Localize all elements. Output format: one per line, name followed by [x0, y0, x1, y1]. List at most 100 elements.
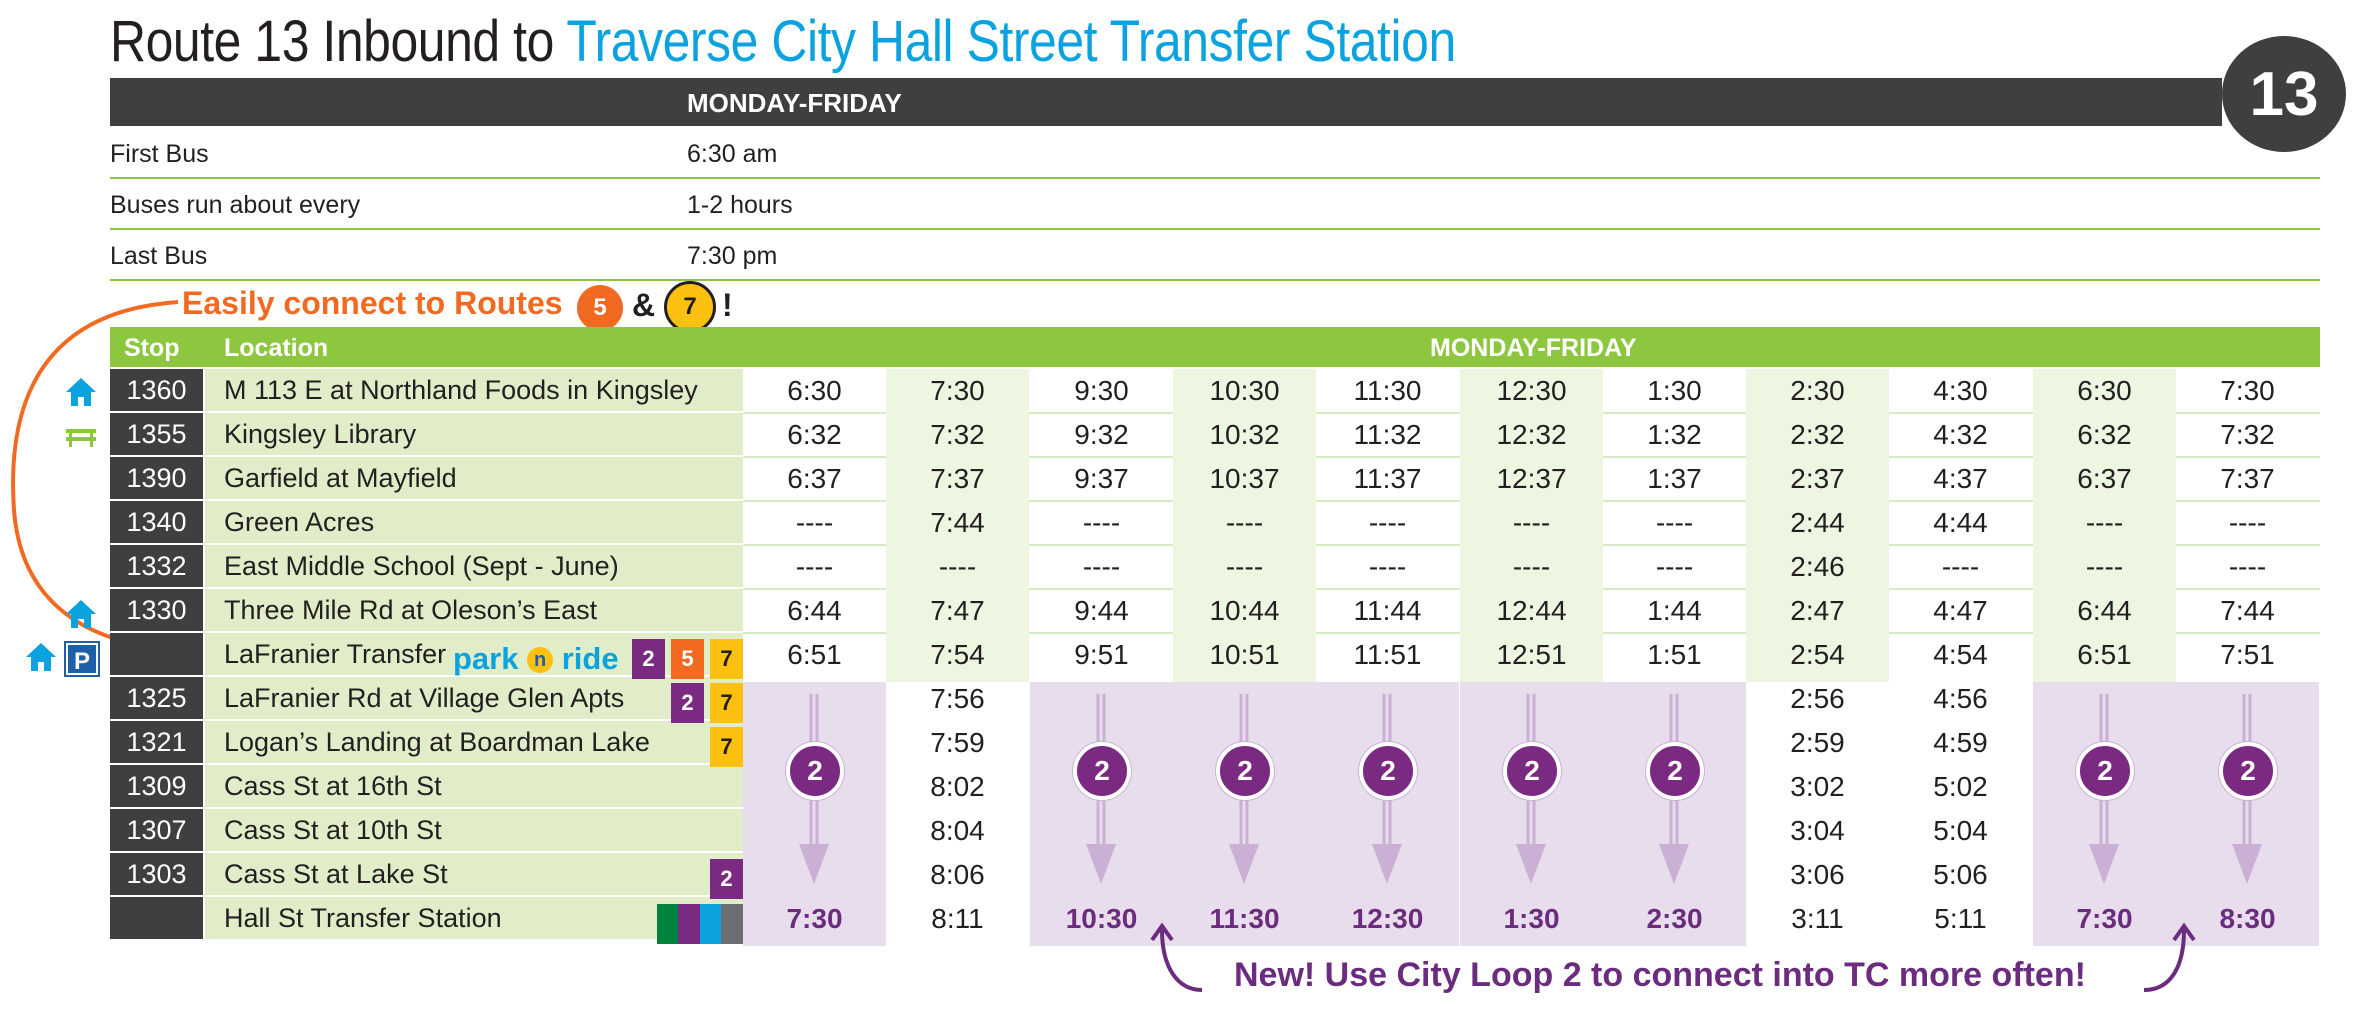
time-cell: ----: [2228, 507, 2267, 538]
time-cell: 7:47: [930, 595, 985, 626]
time-cell: ----: [1082, 551, 1121, 582]
time-cell: 4:30: [1933, 375, 1988, 406]
time-column: [1460, 369, 1603, 682]
time-cell: 4:56: [1933, 683, 1988, 714]
stop-id-cell: 1321: [110, 721, 203, 763]
time-cell: 8:02: [930, 771, 985, 802]
stop-id-cell: 1325: [110, 677, 203, 719]
summary-value: 6:30 am: [687, 140, 778, 168]
time-cell: 11:44: [1353, 595, 1422, 626]
summary-value: 1-2 hours: [687, 191, 793, 219]
time-cell: 3:02: [1790, 771, 1845, 802]
bench-icon: [66, 429, 96, 447]
time-cell: 9:51: [1074, 639, 1129, 670]
time-cell: 6:32: [2077, 419, 2132, 450]
note-arrow-left: [1150, 922, 1203, 992]
time-cell: 7:59: [930, 727, 985, 758]
route-chip-7: 7: [710, 727, 743, 767]
city-loop-note: New! Use City Loop 2 to connect into TC …: [1234, 956, 2086, 994]
summary-label: First Bus: [110, 140, 209, 168]
time-column: [1173, 369, 1316, 682]
time-cell: 4:59: [1933, 727, 1988, 758]
location-cell: Garfield at Mayfield: [205, 457, 743, 499]
location-cell: East Middle School (Sept - June): [205, 545, 743, 587]
stop-id-cell: 1360: [110, 369, 203, 411]
summary-row-first-bus: First Bus 6:30 am: [110, 128, 2320, 179]
time-cell: ----: [1225, 551, 1264, 582]
time-cell: 7:30: [930, 375, 985, 406]
title-destination: Traverse City Hall Street Transfer Stati…: [566, 9, 1456, 74]
summary-label: Last Bus: [110, 242, 208, 270]
arrival-time-cell: 1:30: [1503, 903, 1560, 934]
time-cell: 2:37: [1790, 463, 1845, 494]
location-cell: M 113 E at Northland Foods in Kingsley: [205, 369, 743, 411]
city-loop-2-badge: 2: [1646, 742, 1704, 800]
stop-id-cell: [110, 633, 203, 675]
time-column: [1746, 369, 1889, 682]
park-and-ride-ride: ride: [561, 641, 619, 676]
time-cell: 2:46: [1790, 551, 1845, 582]
location-cell: LaFranier Rd at Village Glen Apts: [205, 677, 743, 719]
time-cell: 2:54: [1790, 639, 1845, 670]
city-loop-2-badge: 2: [1503, 742, 1561, 800]
summary-value: 7:30 pm: [687, 242, 778, 270]
time-cell: 6:51: [2077, 639, 2132, 670]
stop-id-cell: 1309: [110, 765, 203, 807]
time-cell: 1:30: [1647, 375, 1702, 406]
home-icon: [66, 378, 96, 406]
stop-id-cell: 1307: [110, 809, 203, 851]
time-cell: 7:30: [2220, 375, 2275, 406]
arrival-time-cell: 5:11: [1934, 903, 1987, 934]
time-cell: ----: [795, 551, 834, 582]
time-cell: 8:06: [930, 859, 985, 890]
time-cell: 9:30: [1074, 375, 1129, 406]
route-chip-2: 2: [710, 859, 743, 899]
time-cell: 10:51: [1209, 639, 1280, 670]
time-cell: 4:44: [1933, 507, 1988, 538]
stop-id-cell: 1330: [110, 589, 203, 631]
time-cell: 11:51: [1353, 639, 1422, 670]
city-loop-band: [2033, 682, 2176, 946]
route-5-badge: 5: [577, 285, 623, 331]
connect-callout: Easily connect to Routes: [182, 285, 563, 321]
location-cell: Kingsley Library: [205, 413, 743, 455]
city-loop-band: [1603, 682, 1746, 946]
time-cell: ----: [1512, 507, 1551, 538]
city-loop-band: [1173, 682, 1316, 946]
arrival-time-cell: 8:11: [931, 903, 984, 934]
route-chip-2: 2: [671, 683, 704, 723]
time-cell: ----: [1368, 507, 1407, 538]
stop-id-cell: 1340: [110, 501, 203, 543]
city-loop-band: [1316, 682, 1459, 946]
transfer-routes-strip: [657, 904, 743, 944]
time-cell: 8:04: [930, 815, 985, 846]
time-cell: 4:54: [1933, 639, 1988, 670]
time-cell: 2:30: [1790, 375, 1845, 406]
location-cell: Cass St at Lake St: [205, 853, 743, 895]
home-icon: [66, 600, 96, 628]
city-loop-band: [1460, 682, 1603, 946]
arrival-time-cell: 8:30: [2219, 903, 2276, 934]
park-and-ride-logo: park n ride: [453, 641, 619, 677]
time-cell: 6:44: [787, 595, 842, 626]
time-cell: ----: [938, 551, 977, 582]
time-cell: 2:59: [1790, 727, 1845, 758]
summary-row-last-bus: Last Bus 7:30 pm: [110, 230, 2320, 281]
parking-icon: P: [64, 641, 100, 677]
time-cell: 11:30: [1353, 375, 1422, 406]
summary-header-label: MONDAY-FRIDAY: [687, 88, 902, 118]
time-cell: ----: [1941, 551, 1980, 582]
city-loop-2-badge: 2: [2076, 742, 2134, 800]
stop-id-cell: 1332: [110, 545, 203, 587]
time-cell: ----: [1082, 507, 1121, 538]
time-cell: 5:02: [1933, 771, 1988, 802]
time-cell: 5:06: [1933, 859, 1988, 890]
time-cell: 6:37: [2077, 463, 2132, 494]
stop-id-cell: 1390: [110, 457, 203, 499]
time-cell: 2:32: [1790, 419, 1845, 450]
route-chip-7: 7: [710, 639, 743, 679]
stop-id-cell: 1355: [110, 413, 203, 455]
city-loop-2-badge: 2: [2219, 742, 2277, 800]
time-cell: 12:44: [1496, 595, 1567, 626]
time-cell: 11:32: [1353, 419, 1422, 450]
